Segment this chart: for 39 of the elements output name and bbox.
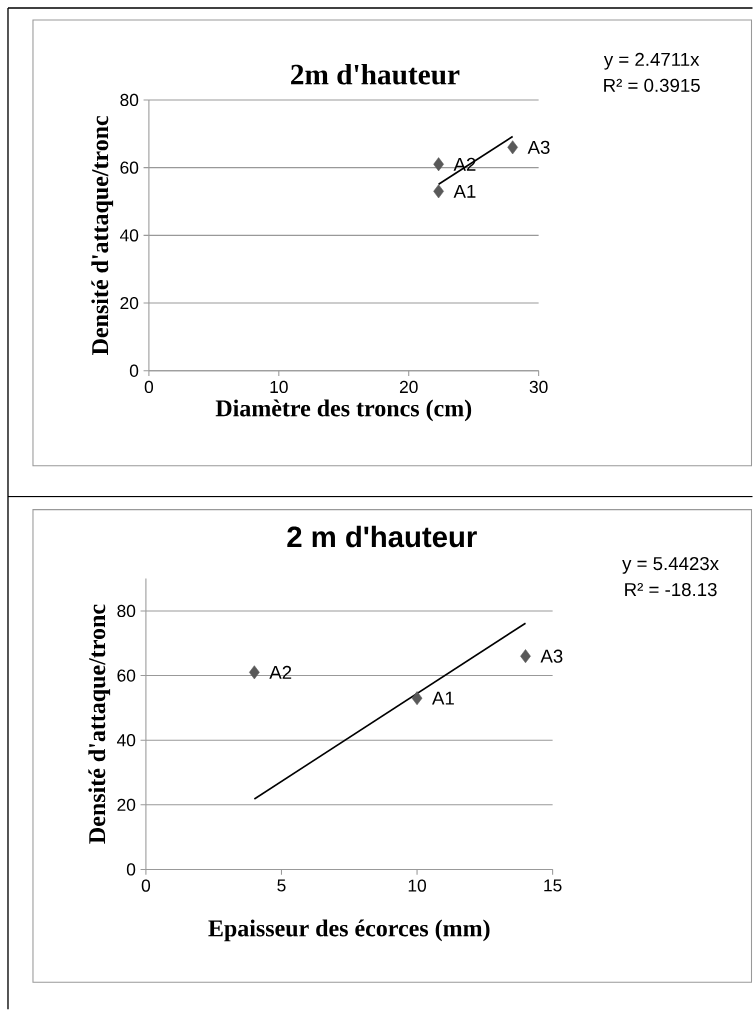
- annotation: A2: [269, 665, 292, 679]
- point: [249, 665, 260, 680]
- x-tick-label: 20: [399, 380, 418, 394]
- text: R² = -18.13: [625, 582, 717, 597]
- y-axis-title: Densité d'attaque/tronc: [88, 604, 111, 844]
- x-tick-label: 10: [408, 879, 426, 892]
- x-tick-label: 0: [141, 879, 150, 892]
- x-axis-title: Diamètre des troncs (cm): [215, 399, 472, 422]
- point: [507, 140, 518, 155]
- y-tick-label: 80: [117, 604, 136, 618]
- y-tick-label: 0: [129, 364, 139, 377]
- y-tick-label: 20: [120, 296, 139, 310]
- point: [433, 184, 444, 199]
- x-tick-label: 10: [270, 380, 288, 394]
- x-axis-title: Epaisseur des écorces (mm): [208, 919, 490, 942]
- annotation: A3: [540, 649, 563, 663]
- y-tick-label: 40: [119, 229, 139, 242]
- x-tick-label: 30: [529, 380, 548, 394]
- y-tick-label: 80: [120, 93, 139, 107]
- y-axis-title: Densité d'attaque/tronc: [91, 115, 114, 355]
- point: [411, 691, 423, 706]
- chart-title: 2m d'hauteur: [291, 63, 460, 85]
- x-tick-label: 0: [144, 380, 153, 394]
- y-tick-label: 40: [116, 734, 136, 747]
- point: [520, 649, 531, 664]
- text: R² = 0.3915: [604, 78, 700, 92]
- annotation: A1: [453, 184, 476, 198]
- text: y = 2.4711x: [603, 52, 700, 70]
- y-tick-label: 60: [117, 669, 136, 682]
- text: y = 5.4423x: [622, 556, 719, 574]
- chart-title: 2 m d'hauteur: [287, 525, 477, 548]
- y-tick-label: 20: [117, 798, 136, 811]
- y-tick-label: 0: [126, 863, 136, 876]
- point: [433, 157, 444, 172]
- y-tick-label: 60: [120, 161, 139, 174]
- annotation: A3: [527, 140, 550, 154]
- x-tick-label: 15: [544, 879, 562, 892]
- x-tick-label: 5: [277, 879, 286, 892]
- annotation: A1: [431, 691, 454, 705]
